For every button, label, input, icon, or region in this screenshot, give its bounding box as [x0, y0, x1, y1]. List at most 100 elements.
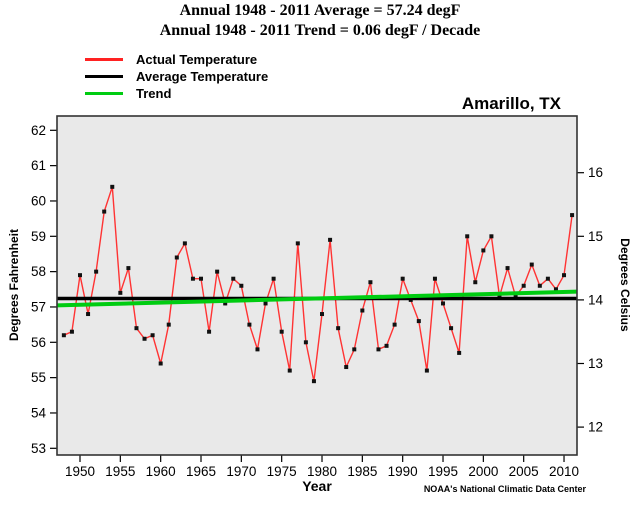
x-tick-label: 1975: [267, 464, 297, 479]
x-tick-label: 1990: [388, 464, 418, 479]
data-point-marker: [489, 234, 494, 239]
y-tick-label-f: 55: [31, 370, 46, 385]
data-point-marker: [134, 326, 139, 331]
x-tick-label: 2000: [468, 464, 498, 479]
data-point-marker: [158, 361, 163, 366]
legend-label: Trend: [136, 86, 172, 101]
data-point-marker: [545, 276, 550, 281]
average-line-swatch: [85, 74, 123, 79]
trend-line: [56, 289, 578, 308]
data-point-marker: [336, 326, 341, 331]
data-point-marker: [392, 322, 397, 327]
data-point-marker: [61, 333, 66, 338]
trend-line-swatch: [85, 91, 123, 96]
x-axis-label-year: Year: [302, 478, 332, 494]
data-point-marker: [570, 213, 575, 218]
data-point-marker: [231, 276, 236, 281]
y-tick-label-c: 14: [588, 292, 604, 307]
x-tick-label: 1955: [105, 464, 135, 479]
data-point-marker: [360, 308, 365, 313]
data-point-marker: [102, 209, 107, 214]
data-point-marker: [303, 340, 308, 345]
data-point-marker: [416, 319, 421, 324]
data-point-marker: [481, 248, 486, 253]
data-point-marker: [118, 290, 123, 295]
data-point-marker: [69, 329, 74, 334]
data-point-marker: [78, 273, 82, 278]
legend-item-actual: Actual Temperature: [85, 51, 268, 68]
data-point-marker: [86, 312, 91, 317]
x-tick-label: 2005: [509, 464, 539, 479]
y-tick-label-f: 58: [31, 264, 46, 279]
legend-item-trend: Trend: [85, 85, 268, 102]
data-point-marker: [279, 329, 284, 334]
data-point-marker: [400, 276, 405, 281]
y-axis-label-fahrenheit: Degrees Fahrenheit: [7, 228, 21, 342]
station-label: Amarillo, TX: [461, 94, 561, 113]
data-point-marker: [553, 287, 558, 292]
data-point-marker: [255, 347, 260, 352]
data-point-marker: [352, 347, 357, 352]
data-point-marker: [537, 283, 542, 288]
legend-label: Average Temperature: [136, 69, 269, 84]
y-tick-label-c: 16: [588, 165, 603, 180]
x-tick-label: 1995: [428, 464, 458, 479]
y-tick-label-f: 61: [31, 158, 46, 173]
actual-temperature-line: [63, 186, 573, 382]
data-point-marker: [239, 283, 244, 288]
data-point-marker: [473, 280, 478, 285]
y-tick-label-f: 57: [31, 299, 46, 314]
data-point-marker: [150, 333, 155, 338]
y-tick-label-f: 62: [31, 123, 46, 138]
y-tick-label-f: 59: [31, 229, 46, 244]
x-tick-label: 1970: [226, 464, 256, 479]
data-point-marker: [142, 336, 147, 341]
data-point-marker: [529, 262, 534, 267]
actual-line-swatch: [85, 57, 123, 62]
data-point-marker: [320, 312, 325, 317]
data-point-marker: [465, 234, 470, 239]
data-point-marker: [247, 322, 252, 327]
data-point-marker: [94, 269, 99, 274]
data-point-marker: [328, 237, 333, 242]
legend-label: Actual Temperature: [136, 52, 258, 67]
data-point-marker: [126, 266, 131, 271]
data-point-marker: [287, 368, 292, 373]
data-point-marker: [199, 276, 204, 281]
x-tick-label: 1950: [65, 464, 95, 479]
data-point-marker: [562, 273, 567, 278]
y-tick-label-f: 56: [31, 335, 46, 350]
y-tick-label-c: 15: [588, 229, 603, 244]
chart-title-line1: Annual 1948 - 2011 Average = 57.24 degF: [179, 2, 461, 19]
data-point-marker: [344, 365, 349, 370]
data-point-marker: [376, 347, 381, 352]
data-point-marker: [207, 329, 212, 334]
x-tick-label: 1980: [307, 464, 337, 479]
y-axis-label-celsius: Degrees Celsius: [618, 238, 632, 332]
x-tick-label: 2010: [549, 464, 579, 479]
x-tick-label: 1960: [146, 464, 176, 479]
data-point-marker: [521, 283, 526, 288]
data-point-marker: [505, 266, 510, 271]
data-point-marker: [449, 326, 454, 331]
y-tick-label-c: 12: [588, 420, 603, 435]
chart-title-line2: Annual 1948 - 2011 Trend = 0.06 degF / D…: [159, 22, 481, 39]
data-point-marker: [513, 294, 518, 299]
data-point-marker: [182, 241, 187, 246]
data-point-marker: [424, 368, 429, 373]
data-point-marker: [384, 343, 389, 348]
data-source-credit: NOAA's National Climatic Data Center: [423, 484, 586, 494]
data-point-marker: [457, 350, 462, 355]
data-point-marker: [295, 241, 300, 246]
y-tick-label-f: 53: [31, 441, 46, 456]
data-point-marker: [441, 301, 446, 306]
x-tick-label: 1965: [186, 464, 216, 479]
data-point-marker: [497, 294, 502, 299]
y-tick-label-f: 54: [31, 405, 47, 420]
data-point-marker: [110, 184, 115, 189]
data-point-marker: [311, 379, 316, 384]
plot-frame: [56, 115, 578, 456]
data-point-marker: [223, 301, 228, 306]
